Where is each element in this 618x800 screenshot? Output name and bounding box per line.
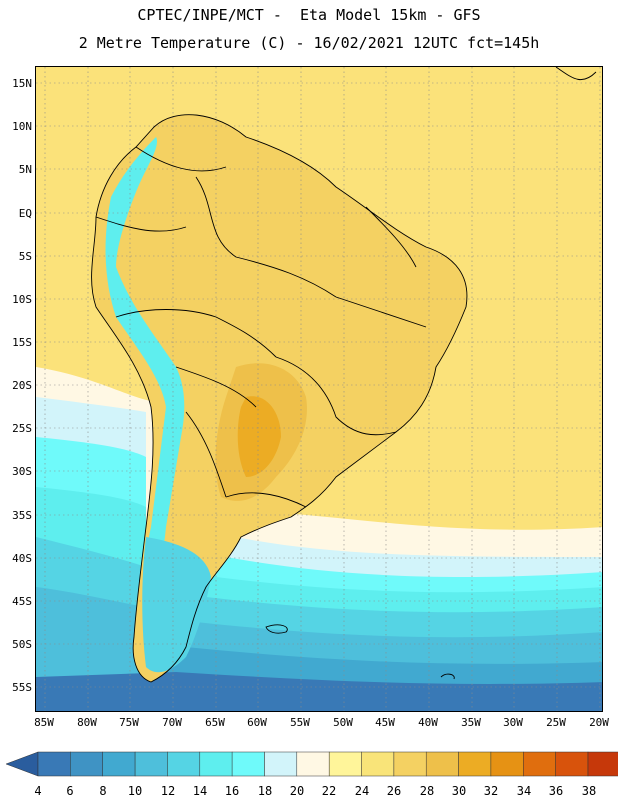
colorbar-cell <box>328 751 362 777</box>
coastlines-and-borders <box>91 67 597 683</box>
lon-label-55w: 55W <box>290 716 310 729</box>
lon-label-40w: 40W <box>418 716 438 729</box>
colorbar-tick: 24 <box>354 784 370 798</box>
map-panel[interactable] <box>35 66 603 712</box>
colorbar-tick: 32 <box>483 784 499 798</box>
colorbar-cell <box>523 751 556 777</box>
colorbar-cell <box>167 751 201 777</box>
colorbar-cell <box>134 751 168 777</box>
lon-label-45w: 45W <box>375 716 395 729</box>
lat-label-5n: 5N <box>18 163 32 176</box>
colorbar-cell <box>37 751 71 777</box>
lat-label-45s: 45S <box>12 595 32 608</box>
colorbar-tick: 14 <box>192 784 208 798</box>
colorbar-cell <box>70 751 103 777</box>
colorbar-arrow-left <box>5 751 39 777</box>
colorbar-cell <box>199 751 233 777</box>
lon-label-70w: 70W <box>162 716 182 729</box>
colorbar-tick: 30 <box>451 784 467 798</box>
lat-label-40s: 40S <box>12 552 32 565</box>
lat-label-35s: 35S <box>12 509 32 522</box>
colorbar-tick: 10 <box>127 784 143 798</box>
lat-label-5s: 5S <box>18 250 32 263</box>
colorbar-cell <box>102 751 136 777</box>
colorbar-tick: 16 <box>224 784 240 798</box>
colorbar-cell <box>490 751 524 777</box>
colorbar-tick: 26 <box>386 784 402 798</box>
colorbar-tick: 22 <box>321 784 337 798</box>
lat-label-25s: 25S <box>12 422 32 435</box>
colorbar-cell <box>393 751 427 777</box>
lat-label-55s: 55S <box>12 681 32 694</box>
lat-label-10s: 10S <box>12 293 32 306</box>
cool-band-south-7 <box>36 672 602 711</box>
colorbar-tick: 6 <box>66 784 74 798</box>
colorbar-cell <box>425 751 459 777</box>
temperature-map <box>36 67 602 711</box>
colorbar-tick: 28 <box>419 784 435 798</box>
colorbar-tick: 8 <box>99 784 107 798</box>
hottest-core <box>237 396 281 477</box>
lon-label-25w: 25W <box>546 716 566 729</box>
lon-label-20w: 20W <box>589 716 609 729</box>
lat-label-30s: 30S <box>12 465 32 478</box>
title-line-1: CPTEC/INPE/MCT - Eta Model 15km - GFS <box>137 6 481 24</box>
colorbar-cell <box>587 751 618 777</box>
lon-label-35w: 35W <box>461 716 481 729</box>
colorbar-cell <box>555 751 589 777</box>
colorbar-cell <box>296 751 330 777</box>
title-line-2: 2 Metre Temperature (C) - 16/02/2021 12U… <box>78 34 540 52</box>
lon-label-75w: 75W <box>119 716 139 729</box>
lon-label-50w: 50W <box>333 716 353 729</box>
colorbar-tick: 4 <box>34 784 42 798</box>
graticule <box>36 67 602 711</box>
colorbar-tick: 12 <box>160 784 176 798</box>
lat-label-50s: 50S <box>12 638 32 651</box>
colorbar-tick: 20 <box>289 784 305 798</box>
colorbar-cell <box>458 751 492 777</box>
colorbar-cell <box>264 751 298 777</box>
lat-label-15n: 15N <box>12 77 32 90</box>
patagonia-cool <box>142 537 211 673</box>
lon-label-80w: 80W <box>77 716 97 729</box>
lon-label-85w: 85W <box>34 716 54 729</box>
colorbar-tick: 36 <box>548 784 564 798</box>
lon-label-60w: 60W <box>247 716 267 729</box>
colorbar-tick: 34 <box>516 784 532 798</box>
colorbar-tick: 38 <box>581 784 597 798</box>
andes-cold-strip <box>105 137 185 587</box>
colorbar-cell <box>231 751 265 777</box>
lat-label-10n: 10N <box>12 120 32 133</box>
lat-label-15s: 15S <box>12 336 32 349</box>
colorbar-tick: 18 <box>257 784 273 798</box>
lon-label-30w: 30W <box>503 716 523 729</box>
colorbar-cell <box>361 751 395 777</box>
lat-label-eq: EQ <box>18 207 32 220</box>
lat-label-20s: 20S <box>12 379 32 392</box>
lon-label-65w: 65W <box>205 716 225 729</box>
